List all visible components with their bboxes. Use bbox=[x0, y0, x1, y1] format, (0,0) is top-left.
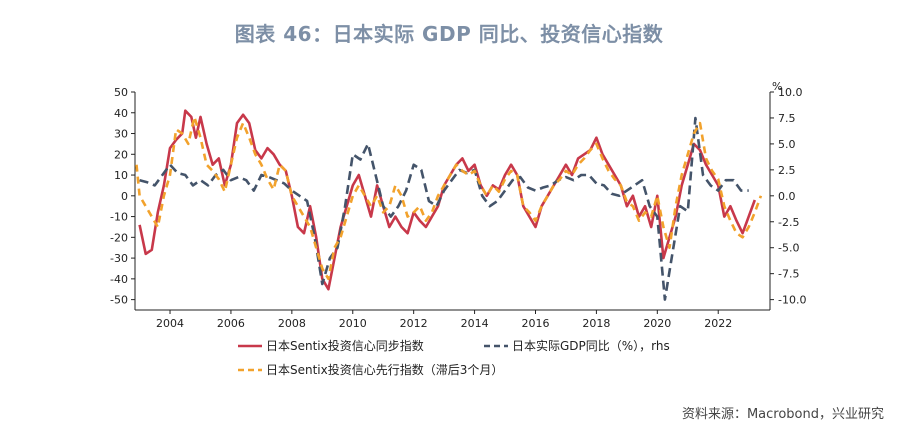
x-tick-label: 2016 bbox=[521, 317, 549, 330]
series-line-2 bbox=[139, 116, 749, 301]
left-tick-label: 0 bbox=[121, 190, 128, 203]
left-tick-label: -40 bbox=[110, 273, 128, 286]
left-tick-label: -30 bbox=[110, 252, 128, 265]
x-tick-label: 2008 bbox=[278, 317, 306, 330]
right-axis-unit: % bbox=[772, 80, 782, 93]
left-tick-label: -50 bbox=[110, 294, 128, 307]
left-tick-label: -20 bbox=[110, 231, 128, 244]
series-line-1 bbox=[138, 109, 757, 291]
right-tick-label: 5.0 bbox=[778, 138, 796, 151]
right-tick-label: 7.5 bbox=[778, 112, 796, 125]
x-tick-label: 2022 bbox=[704, 317, 732, 330]
x-tick-label: 2004 bbox=[156, 317, 184, 330]
right-tick-label: -10.0 bbox=[778, 294, 806, 307]
chart-axes: 50403020100-10-20-30-40-5010.07.55.02.50… bbox=[110, 80, 806, 330]
right-tick-label: -5.0 bbox=[778, 242, 799, 255]
x-tick-label: 2018 bbox=[582, 317, 610, 330]
left-tick-label: -10 bbox=[110, 211, 128, 224]
chart-title: 图表 46：日本实际 GDP 同比、投资信心指数 bbox=[234, 22, 664, 46]
x-tick-label: 2020 bbox=[643, 317, 671, 330]
series-line-3 bbox=[135, 115, 763, 281]
chart-legend: 日本Sentix投资信心同步指数 日本实际GDP同比（%），rhs 日本Sentix… bbox=[238, 338, 670, 377]
left-tick-label: 20 bbox=[114, 148, 128, 161]
chart-series bbox=[135, 109, 763, 301]
x-tick-label: 2012 bbox=[400, 317, 428, 330]
legend-label-2: 日本实际GDP同比（%），rhs bbox=[512, 338, 670, 353]
x-tick-label: 2010 bbox=[339, 317, 367, 330]
right-tick-label: -2.5 bbox=[778, 216, 799, 229]
right-tick-label: 0.0 bbox=[778, 190, 796, 203]
legend-label-3: 日本Sentix投资信心先行指数（滞后3个月） bbox=[266, 362, 503, 377]
source-note: 资料来源：Macrobond，兴业研究 bbox=[681, 407, 884, 422]
legend-label-1: 日本Sentix投资信心同步指数 bbox=[266, 338, 424, 353]
left-tick-label: 50 bbox=[114, 86, 128, 99]
x-tick-label: 2014 bbox=[461, 317, 489, 330]
left-tick-label: 40 bbox=[114, 107, 128, 120]
left-tick-label: 10 bbox=[114, 169, 128, 182]
right-tick-label: 10.0 bbox=[778, 86, 803, 99]
right-tick-label: -7.5 bbox=[778, 268, 799, 281]
left-tick-label: 30 bbox=[114, 128, 128, 141]
x-tick-label: 2006 bbox=[217, 317, 245, 330]
right-tick-label: 2.5 bbox=[778, 164, 796, 177]
